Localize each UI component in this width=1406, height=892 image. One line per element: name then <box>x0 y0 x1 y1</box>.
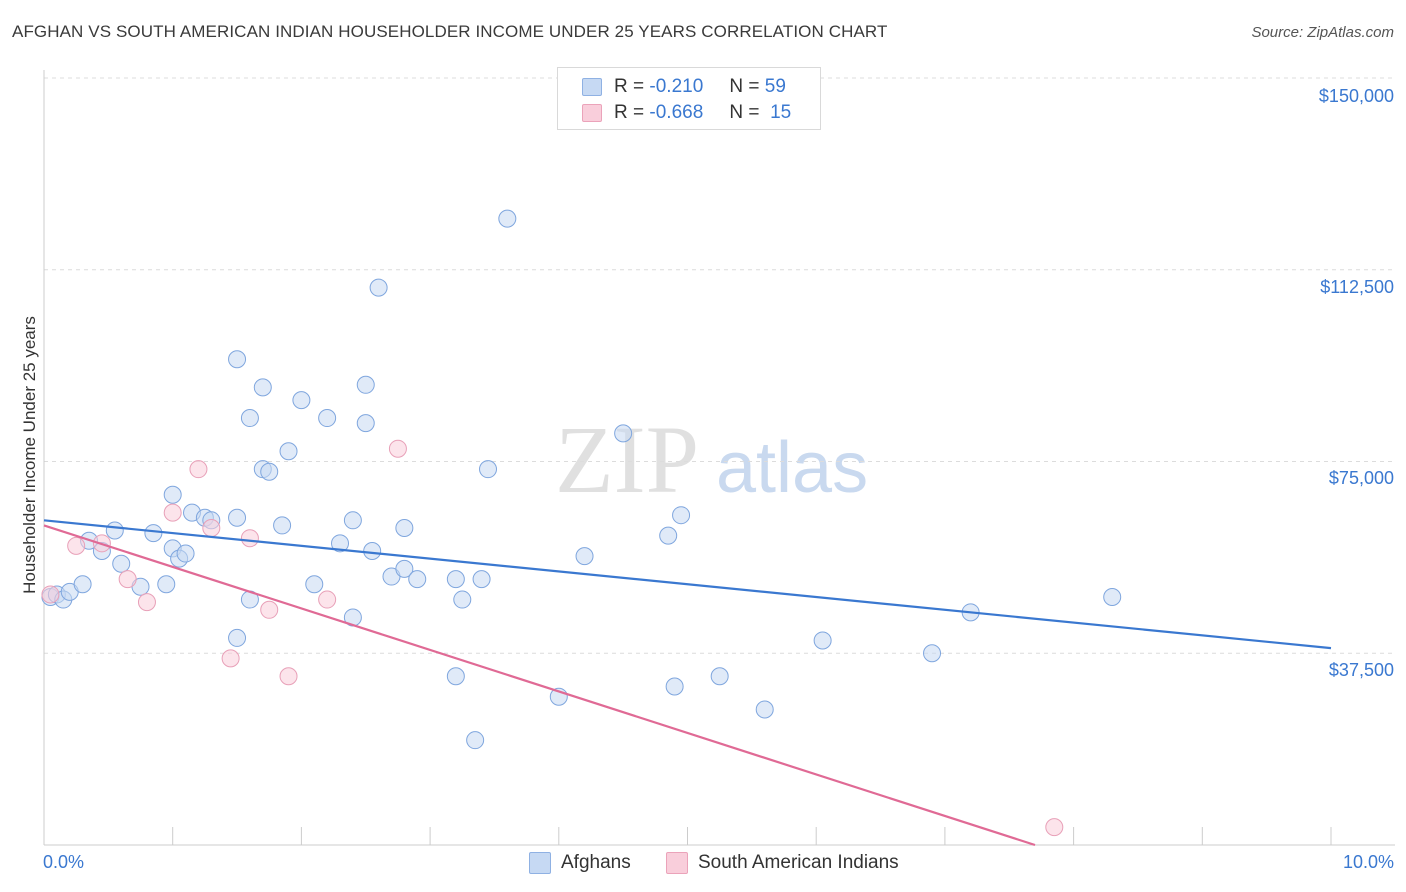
n-label: N = <box>729 102 760 123</box>
afghans-point-36 <box>395 559 414 578</box>
afghans-point-23 <box>273 516 292 535</box>
sai-legend-icon <box>666 852 688 874</box>
sai-swatch-icon <box>582 104 602 122</box>
sai-point-7 <box>202 518 221 537</box>
afghans-point-53 <box>659 526 678 545</box>
afghans-trend-line <box>43 519 1332 650</box>
sai-point-4 <box>137 593 156 612</box>
afghans-point-48 <box>479 460 498 479</box>
afghans-point-28 <box>228 350 247 369</box>
afghans-point-60 <box>1103 588 1122 607</box>
afghans-point-26 <box>240 409 259 428</box>
sai-point-8 <box>221 649 240 668</box>
source-label: Source: ZipAtlas.com <box>1251 24 1394 41</box>
legend-item-afghans[interactable]: Afghans <box>529 852 631 874</box>
afghans-legend-icon <box>529 852 551 874</box>
sai-point-3 <box>118 570 137 589</box>
afghans-point-29 <box>292 391 311 410</box>
afghans-n-value: 59 <box>764 76 786 97</box>
afghans-point-43 <box>446 570 465 589</box>
afghans-point-58 <box>923 644 942 663</box>
legend-row-afghans: R = -0.210 N = 59 <box>582 75 786 99</box>
afghans-point-39 <box>356 414 375 433</box>
correlation-legend: R = -0.210 N = 59 R = -0.668 N = 15 <box>557 67 821 130</box>
afghans-point-44 <box>453 590 472 609</box>
afghans-point-22 <box>260 462 279 481</box>
sai-trend-line <box>43 524 1036 847</box>
afghans-point-61 <box>498 209 517 228</box>
sai-point-10 <box>260 600 279 619</box>
afghans-point-55 <box>710 667 729 686</box>
legend-row-sai: R = -0.668 N = 15 <box>582 101 791 125</box>
x-tick-label-max: 10.0% <box>1342 852 1394 872</box>
r-label: R = <box>614 76 645 97</box>
r-label: R = <box>614 102 645 123</box>
afghans-point-56 <box>755 700 774 719</box>
sai-point-13 <box>388 439 407 458</box>
sai-n-value: 15 <box>770 102 792 123</box>
afghans-point-14 <box>176 544 195 563</box>
afghans-point-57 <box>813 631 832 650</box>
y-tick-label-112500: $112,500 <box>1320 277 1394 297</box>
afghans-point-47 <box>466 731 485 750</box>
sai-r-value: -0.668 <box>649 102 704 123</box>
afghans-point-25 <box>228 628 247 647</box>
afghans-point-45 <box>472 570 491 589</box>
afghans-point-33 <box>343 511 362 530</box>
afghans-point-11 <box>157 575 176 594</box>
legend-label-afghans: Afghans <box>561 852 631 873</box>
sai-point-12 <box>318 590 337 609</box>
sai-point-14 <box>1045 818 1064 837</box>
afghans-point-40 <box>395 518 414 537</box>
afghans-point-38 <box>408 570 427 589</box>
afghans-point-41 <box>369 278 388 297</box>
afghans-point-7 <box>112 554 131 573</box>
y-axis-label: Householder Income Under 25 years <box>20 316 39 594</box>
x-tick-label-min: 0.0% <box>43 852 85 872</box>
n-label: N = <box>729 76 760 97</box>
sai-point-11 <box>279 667 298 686</box>
afghans-point-42 <box>356 375 375 394</box>
afghans-swatch-icon <box>582 78 602 96</box>
afghans-point-19 <box>228 508 247 527</box>
sai-point-0 <box>41 585 60 604</box>
afghans-point-34 <box>363 541 382 560</box>
afghans-point-52 <box>665 677 684 696</box>
legend-label-sai: South American Indians <box>698 852 899 873</box>
sai-point-5 <box>163 503 182 522</box>
afghans-point-24 <box>279 442 298 461</box>
afghans-point-54 <box>672 506 691 525</box>
series-legend: Afghans South American Indians <box>0 852 1406 876</box>
afghans-point-5 <box>73 575 92 594</box>
afghans-point-9 <box>144 524 163 543</box>
afghans-point-30 <box>305 575 324 594</box>
y-tick-label-37500: $37,500 <box>1328 660 1394 680</box>
y-tick-label-75000: $75,000 <box>1328 468 1394 488</box>
legend-item-sai[interactable]: South American Indians <box>666 852 899 874</box>
watermark-atlas: atlas <box>716 428 868 508</box>
sai-point-1 <box>67 536 86 555</box>
sai-point-6 <box>189 460 208 479</box>
chart-title: AFGHAN VS SOUTH AMERICAN INDIAN HOUSEHOL… <box>12 22 888 41</box>
afghans-point-46 <box>446 667 465 686</box>
afghans-point-27 <box>253 378 272 397</box>
y-tick-label-150000: $150,000 <box>1318 86 1394 106</box>
afghans-point-32 <box>331 534 350 553</box>
afghans-point-10 <box>105 521 124 540</box>
sai-point-9 <box>240 529 259 548</box>
afghans-point-18 <box>163 485 182 504</box>
afghans-point-50 <box>575 547 594 566</box>
watermark-zip: ZIP <box>555 406 699 513</box>
afghans-point-51 <box>614 424 633 443</box>
afghans-point-31 <box>318 409 337 428</box>
afghans-r-value: -0.210 <box>649 76 704 97</box>
